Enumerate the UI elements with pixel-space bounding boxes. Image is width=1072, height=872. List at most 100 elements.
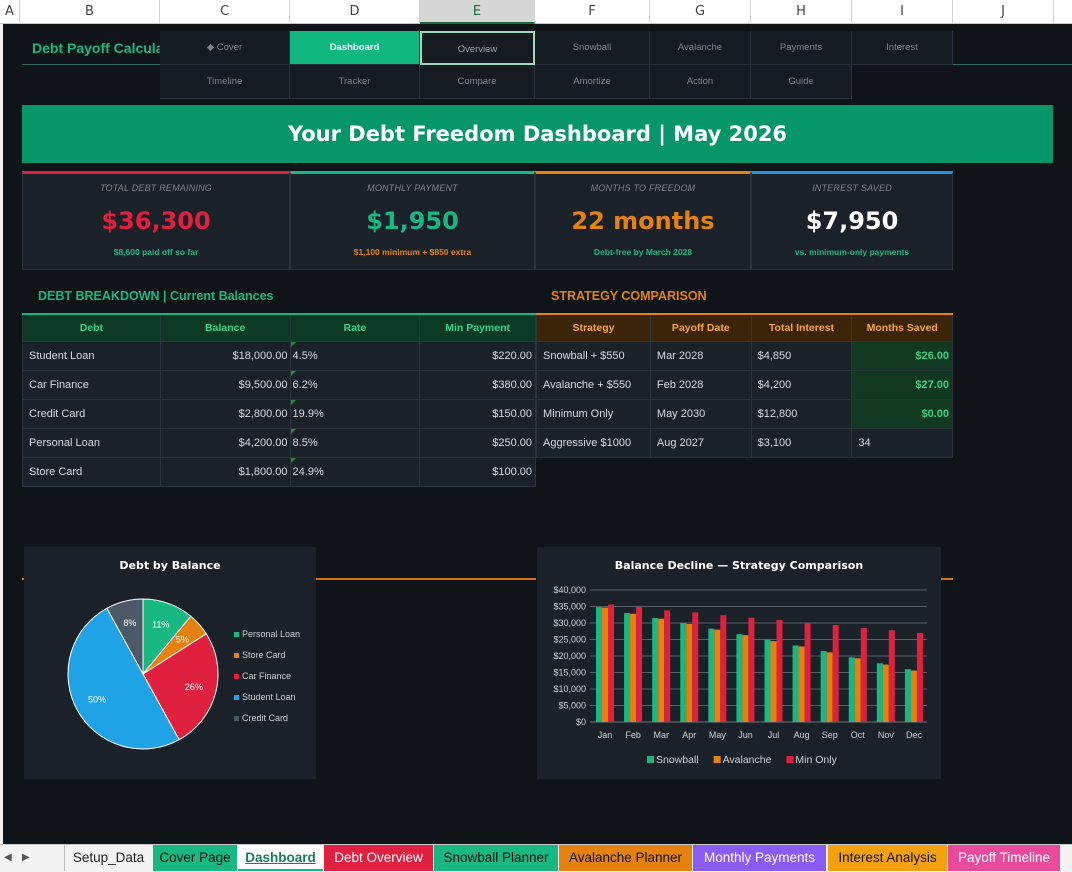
bar-min-only[interactable] (804, 623, 811, 722)
bar-snowball[interactable] (736, 634, 743, 722)
bar-chart[interactable]: Balance Decline — Strategy Comparison $0… (537, 547, 941, 779)
bar-snowball[interactable] (904, 669, 911, 722)
strategy-cell[interactable]: $12,800 (750, 398, 853, 429)
column-header-b[interactable]: B (20, 0, 160, 24)
bar-snowball[interactable] (708, 628, 715, 722)
bar-min-only[interactable] (832, 624, 839, 722)
column-header-d[interactable]: D (290, 0, 420, 24)
debt-cell[interactable]: 6.2% (289, 369, 421, 400)
strategy-cell[interactable]: Avalanche + $550 (536, 369, 651, 400)
debt-cell[interactable]: Store Card (22, 456, 161, 487)
debt-cell[interactable]: $250.00 (419, 427, 536, 458)
table-row[interactable]: Minimum Only May 2030 $12,800 $0.00 (536, 398, 953, 429)
bar-snowball[interactable] (624, 613, 631, 722)
column-header-g[interactable]: G (650, 0, 751, 24)
strategy-cell[interactable]: Snowball + $550 (536, 340, 651, 371)
debt-cell[interactable]: 8.5% (289, 427, 421, 458)
bar-min-only[interactable] (608, 604, 614, 722)
tab-scroll-left-icon[interactable]: ◀ (4, 852, 12, 863)
bar-avalanche[interactable] (658, 618, 665, 722)
bar-snowball[interactable] (764, 639, 771, 722)
bar-snowball[interactable] (596, 607, 602, 722)
debt-cell[interactable]: $1,800.00 (159, 456, 291, 487)
pie-slice-student-loan[interactable] (67, 607, 180, 750)
column-header-e[interactable]: E (420, 0, 535, 24)
bar-min-only[interactable] (916, 632, 923, 722)
strategy-cell[interactable]: $0.00 (851, 398, 953, 429)
column-header-a[interactable]: A (0, 0, 20, 24)
bar-snowball[interactable] (680, 623, 687, 722)
nav-action[interactable]: Action (650, 65, 751, 99)
strategy-cell[interactable]: $3,100 (750, 427, 853, 458)
debt-cell[interactable]: $100.00 (419, 456, 536, 487)
nav-avalanche[interactable]: Avalanche (650, 31, 751, 65)
table-row[interactable]: Personal Loan $4,200.00 8.5% $250.00 (22, 427, 536, 458)
strategy-cell[interactable]: Aggressive $1000 (536, 427, 651, 458)
bar-avalanche[interactable] (854, 658, 861, 722)
table-row[interactable]: Avalanche + $550 Feb 2028 $4,200 $27.00 (536, 369, 953, 400)
debt-cell[interactable]: $18,000.00 (159, 340, 291, 371)
bar-min-only[interactable] (664, 610, 671, 722)
tab-scroll-right-icon[interactable]: ▶ (22, 852, 30, 863)
strategy-cell[interactable]: May 2030 (649, 398, 752, 429)
strategy-cell[interactable]: Minimum Only (536, 398, 651, 429)
table-row[interactable]: Snowball + $550 Mar 2028 $4,850 $26.00 (536, 340, 953, 371)
strategy-cell[interactable]: $26.00 (851, 340, 953, 371)
table-row[interactable]: Credit Card $2,800.00 19.9% $150.00 (22, 398, 536, 429)
debt-cell[interactable]: Personal Loan (22, 427, 161, 458)
nav-overview[interactable]: Overview (420, 31, 535, 65)
bar-min-only[interactable] (636, 606, 643, 722)
table-row[interactable]: Student Loan $18,000.00 4.5% $220.00 (22, 340, 536, 371)
bar-avalanche[interactable] (630, 613, 637, 722)
bar-snowball[interactable] (652, 618, 659, 722)
bar-avalanche[interactable] (686, 623, 693, 722)
bar-min-only[interactable] (888, 630, 895, 722)
strategy-cell[interactable]: Feb 2028 (649, 369, 752, 400)
nav-timeline[interactable]: Timeline (160, 65, 290, 99)
debt-cell[interactable]: $9,500.00 (159, 369, 291, 400)
bar-min-only[interactable] (748, 617, 755, 722)
bar-avalanche[interactable] (826, 652, 833, 722)
debt-cell[interactable]: $150.00 (419, 398, 536, 429)
bar-snowball[interactable] (820, 651, 827, 722)
nav-interest[interactable]: Interest (852, 31, 953, 65)
debt-cell[interactable]: $4,200.00 (159, 427, 291, 458)
bar-snowball[interactable] (876, 663, 883, 722)
sheet-tab-monthly-payments[interactable]: Monthly Payments (693, 845, 826, 871)
debt-cell[interactable]: $380.00 (419, 369, 536, 400)
sheet-tab-payoff-timeline[interactable]: Payoff Timeline (948, 845, 1060, 871)
bar-avalanche[interactable] (714, 629, 721, 722)
table-row[interactable]: Aggressive $1000 Aug 2027 $3,100 34 (536, 427, 953, 458)
debt-cell[interactable]: $2,800.00 (159, 398, 291, 429)
bar-avalanche[interactable] (910, 670, 917, 722)
sheet-tab-snowball-planner[interactable]: Snowball Planner (434, 845, 558, 871)
debt-cell[interactable]: Credit Card (22, 398, 161, 429)
strategy-cell[interactable]: Mar 2028 (649, 340, 752, 371)
sheet-tab-cover-page[interactable]: Cover Page (153, 845, 237, 871)
strategy-cell[interactable]: Aug 2027 (649, 427, 752, 458)
column-header-j[interactable]: J (953, 0, 1054, 24)
bar-snowball[interactable] (848, 657, 855, 722)
nav-guide[interactable]: Guide (751, 65, 852, 99)
nav-payments[interactable]: Payments (751, 31, 852, 65)
bar-avalanche[interactable] (770, 641, 777, 722)
strategy-cell[interactable]: $4,850 (750, 340, 853, 371)
nav-dashboard[interactable]: Dashboard (290, 31, 420, 65)
column-header-c[interactable]: C (160, 0, 290, 24)
pie-slice-car-finance[interactable] (142, 633, 219, 741)
nav-snowball[interactable]: Snowball (535, 31, 650, 65)
sheet-tab-setup-data[interactable]: Setup_Data (64, 845, 152, 871)
debt-cell[interactable]: 4.5% (289, 340, 421, 371)
column-header-h[interactable]: H (751, 0, 852, 24)
debt-cell[interactable]: Car Finance (22, 369, 161, 400)
column-header-f[interactable]: F (535, 0, 650, 24)
debt-cell[interactable]: $220.00 (419, 340, 536, 371)
strategy-cell[interactable]: $27.00 (851, 369, 953, 400)
bar-min-only[interactable] (860, 627, 867, 722)
debt-cell[interactable]: Student Loan (22, 340, 161, 371)
pie-slice-credit-card[interactable] (106, 598, 144, 675)
nav-compare[interactable]: Compare (420, 65, 535, 99)
sheet-tab-dashboard[interactable]: Dashboard (238, 845, 323, 871)
bar-avalanche[interactable] (798, 646, 805, 722)
bar-min-only[interactable] (692, 612, 699, 722)
